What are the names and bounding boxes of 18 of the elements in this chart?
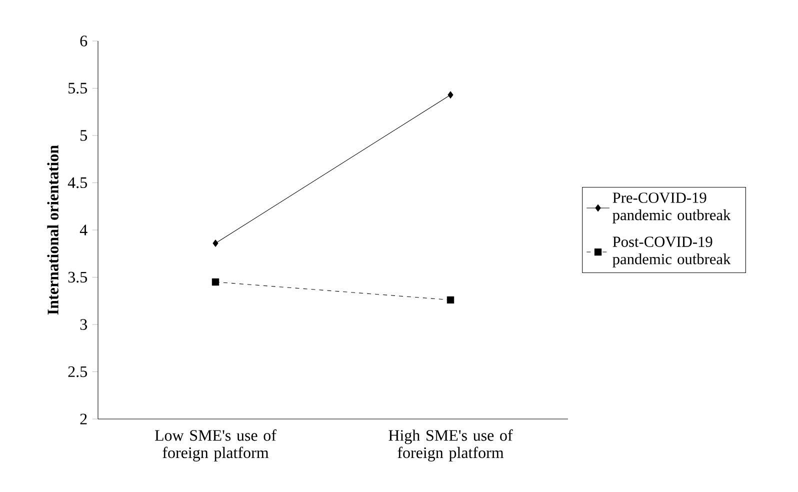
x-tick-label: High SME's use of foreign platform [388, 429, 513, 462]
x-tick-label: Low SME's use of foreign platform [154, 429, 276, 462]
y-tick-label: 3 [80, 319, 87, 330]
legend-label: Pre-COVID-19 pandemic outbreak [612, 192, 731, 224]
y-tick-label: 2 [80, 414, 87, 424]
point [448, 91, 454, 98]
y-tick-label: 2.5 [68, 366, 87, 378]
y-tick-label: 4.5 [68, 177, 87, 188]
point [212, 240, 218, 247]
y-tick-label: 3.5 [68, 272, 87, 283]
legend-label: Post-COVID-19 pandemic outbreak [612, 236, 731, 268]
y-tick-label: 5 [80, 130, 87, 141]
y-tick-label: 5.5 [68, 82, 87, 94]
point [212, 278, 220, 286]
y-axis-title: International orientation [47, 145, 58, 315]
y-tick-label: 6 [80, 36, 88, 46]
y-tick-label: 4 [80, 224, 88, 236]
point [446, 296, 454, 304]
